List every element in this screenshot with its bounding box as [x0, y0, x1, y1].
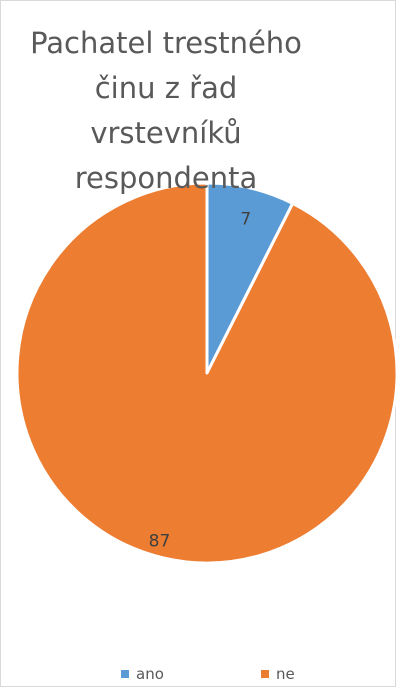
legend-swatch-ano [121, 670, 129, 678]
chart-legend: ano ne [1, 665, 396, 685]
chart-title: Pachatel trestného činu z řad vrstevníků… [1, 21, 331, 201]
legend-label-ne: ne [276, 665, 295, 683]
legend-swatch-ne [261, 670, 269, 678]
chart-title-line: vrstevníků [90, 116, 242, 150]
pie-slice-ne [15, 181, 396, 565]
legend-item-ne: ne [261, 665, 295, 683]
legend-item-ano: ano [121, 665, 164, 683]
chart-title-line: respondenta [74, 161, 258, 195]
chart-title-line: činu z řad [94, 71, 238, 105]
data-label-ano: 7 [240, 209, 251, 229]
data-label-ne: 87 [149, 531, 171, 551]
legend-label-ano: ano [136, 665, 164, 683]
chart-title-line: Pachatel trestného [30, 26, 302, 60]
